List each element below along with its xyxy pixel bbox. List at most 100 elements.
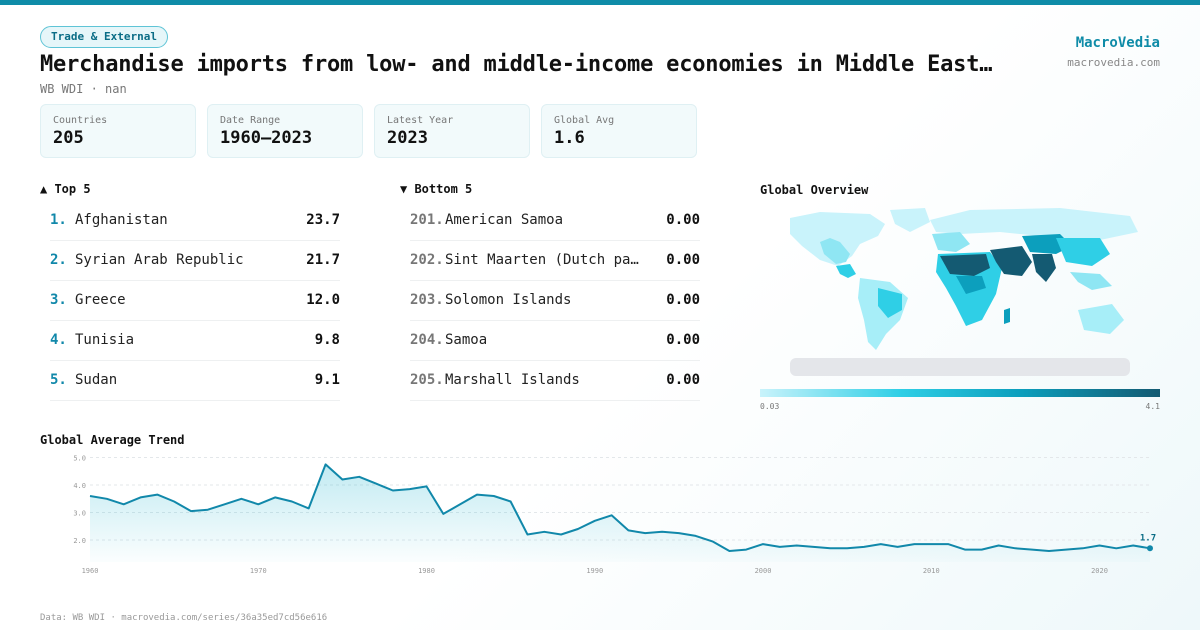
bottom5-heading: ▼ Bottom 5 <box>400 182 473 196</box>
country-name: Tunisia <box>75 332 135 348</box>
list-item[interactable]: 1. Afghanistan 23.7 <box>50 200 340 241</box>
page-title: Merchandise imports from low- and middle… <box>40 52 993 77</box>
central-america-shape[interactable] <box>836 264 856 278</box>
trend-heading: Global Average Trend <box>40 433 185 447</box>
stat-value: 1960–2023 <box>220 128 313 148</box>
list-item[interactable]: 204. Samoa 0.00 <box>410 320 700 361</box>
stat-label: Latest Year <box>387 115 454 126</box>
rank-number: 204. <box>410 332 444 348</box>
brand-url[interactable]: macrovedia.com <box>1067 56 1160 69</box>
china-shape[interactable] <box>1056 238 1110 266</box>
russia-shape[interactable] <box>930 208 1138 240</box>
x-tick-label: 1980 <box>418 567 435 575</box>
country-value: 0.00 <box>666 252 700 268</box>
north-africa-shape[interactable] <box>940 254 990 276</box>
country-name: Afghanistan <box>75 212 168 228</box>
list-item[interactable]: 201. American Samoa 0.00 <box>410 200 700 241</box>
country-value: 21.7 <box>306 252 340 268</box>
sahel-shape[interactable] <box>956 276 986 294</box>
country-name: Solomon Islands <box>445 292 572 308</box>
stat-label: Global Avg <box>554 115 615 126</box>
trend-area-fill <box>90 464 1150 562</box>
stat-card-date-range: Date Range 1960–2023 <box>207 104 363 158</box>
map-heading: Global Overview <box>760 183 869 197</box>
latest-value-marker <box>1147 545 1153 552</box>
x-tick-label: 1990 <box>586 567 603 575</box>
x-tick-label: 1970 <box>250 567 267 575</box>
global-average-trend-chart[interactable]: 2.0 3.0 4.0 5.0 1960 1970 1980 1990 2000 2010 2020… <box>40 450 1160 580</box>
y-tick-label: 2.0 <box>73 537 86 545</box>
rank-number: 201. <box>410 212 444 228</box>
top5-heading: ▲ Top 5 <box>40 182 91 196</box>
country-name: Samoa <box>445 332 488 348</box>
country-name: American Samoa <box>445 212 564 228</box>
madagascar-shape[interactable] <box>1004 308 1010 324</box>
x-tick-label: 2020 <box>1091 567 1108 575</box>
x-tick-label: 2010 <box>923 567 940 575</box>
country-value: 12.0 <box>306 292 340 308</box>
rank-number: 5. <box>50 372 67 388</box>
list-item[interactable]: 4. Tunisia 9.8 <box>50 320 340 361</box>
brand-logo[interactable]: MacroVedia <box>1075 35 1160 51</box>
usa-shape[interactable] <box>820 238 850 264</box>
map-color-legend <box>760 389 1160 397</box>
stat-card-countries: Countries 205 <box>40 104 196 158</box>
stat-value: 205 <box>53 128 84 148</box>
country-value: 0.00 <box>666 372 700 388</box>
stat-label: Date Range <box>220 115 281 126</box>
country-value: 23.7 <box>306 212 340 228</box>
antarctica-shape <box>790 358 1130 376</box>
legend-min-label: 0.03 <box>760 402 780 411</box>
y-tick-label: 4.0 <box>73 482 86 490</box>
country-value: 0.00 <box>666 292 700 308</box>
country-value: 9.1 <box>314 372 340 388</box>
legend-max-label: 4.1 <box>1145 402 1160 411</box>
europe-shape[interactable] <box>932 232 970 252</box>
rank-number: 3. <box>50 292 67 308</box>
rank-number: 2. <box>50 252 67 268</box>
south-america-shape[interactable] <box>858 278 908 350</box>
country-value: 0.00 <box>666 212 700 228</box>
list-item[interactable]: 2. Syrian Arab Republic 21.7 <box>50 240 340 281</box>
page-subtitle: WB WDI · nan <box>40 82 127 96</box>
list-item[interactable]: 205. Marshall Islands 0.00 <box>410 360 700 401</box>
country-name: Sudan <box>75 372 118 388</box>
x-tick-label: 2000 <box>755 567 772 575</box>
list-item[interactable]: 202. Sint Maarten (Dutch pa… 0.00 <box>410 240 700 281</box>
stat-label: Countries <box>53 115 108 126</box>
trend-line <box>89 463 1151 552</box>
y-tick-label: 3.0 <box>73 510 86 518</box>
stat-card-latest-year: Latest Year 2023 <box>374 104 530 158</box>
country-name: Greece <box>75 292 126 308</box>
y-tick-label: 5.0 <box>73 455 86 463</box>
country-name: Sint Maarten (Dutch pa… <box>445 252 639 268</box>
stat-card-global-avg: Global Avg 1.6 <box>541 104 697 158</box>
middle-east-shape[interactable] <box>990 246 1032 276</box>
stat-value: 2023 <box>387 128 428 148</box>
southeast-asia-shape[interactable] <box>1070 272 1112 290</box>
category-badge[interactable]: Trade & External <box>40 26 168 48</box>
top-accent-bar <box>0 0 1200 5</box>
list-item[interactable]: 3. Greece 12.0 <box>50 280 340 321</box>
south-asia-shape[interactable] <box>1032 254 1056 282</box>
greenland-shape[interactable] <box>890 208 930 232</box>
stat-value: 1.6 <box>554 128 585 148</box>
country-value: 0.00 <box>666 332 700 348</box>
north-america-shape[interactable] <box>790 212 885 266</box>
country-value: 9.8 <box>314 332 340 348</box>
list-item[interactable]: 203. Solomon Islands 0.00 <box>410 280 700 321</box>
world-choropleth-map[interactable] <box>760 202 1160 382</box>
country-name: Marshall Islands <box>445 372 580 388</box>
list-item[interactable]: 5. Sudan 9.1 <box>50 360 340 401</box>
rank-number: 203. <box>410 292 444 308</box>
data-source-footer: Data: WB WDI · macrovedia.com/series/36a… <box>40 613 328 623</box>
rank-number: 4. <box>50 332 67 348</box>
rank-number: 1. <box>50 212 67 228</box>
x-tick-label: 1960 <box>82 567 99 575</box>
rank-number: 202. <box>410 252 444 268</box>
australia-shape[interactable] <box>1078 304 1124 334</box>
latest-value-label: 1.7 <box>1140 533 1156 543</box>
brazil-shape[interactable] <box>878 288 902 318</box>
country-name: Syrian Arab Republic <box>75 252 244 268</box>
rank-number: 205. <box>410 372 444 388</box>
